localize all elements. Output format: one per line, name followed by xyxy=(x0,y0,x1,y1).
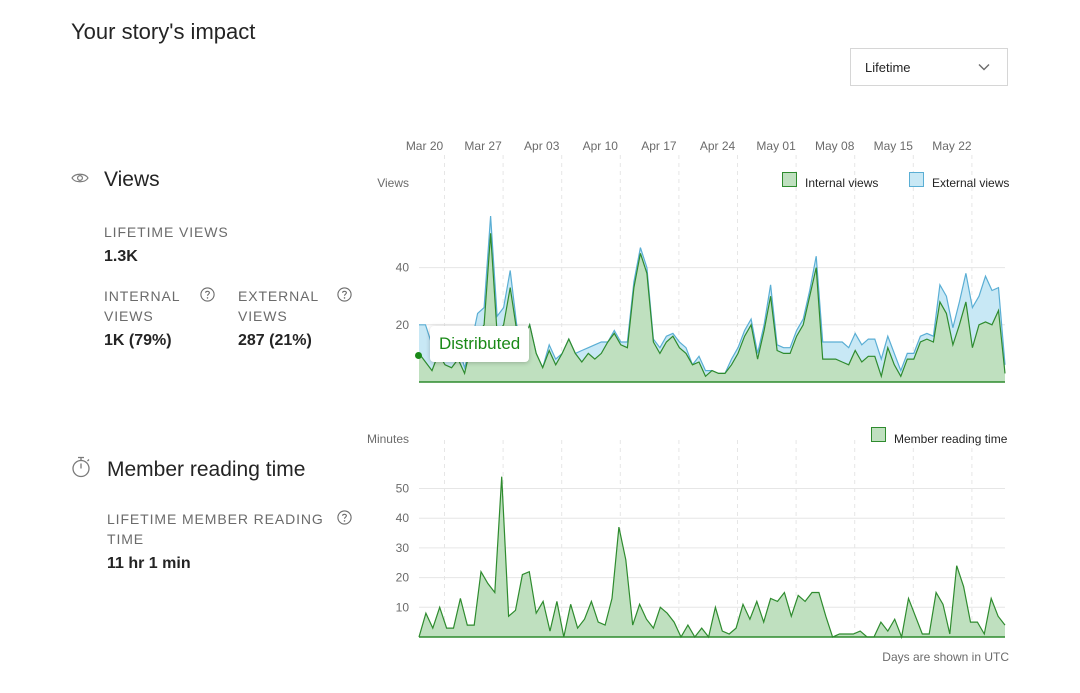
reading-y-tick-label: 20 xyxy=(396,571,410,585)
lifetime-reading-time-label: LIFETIME MEMBER READING TIME xyxy=(107,509,324,549)
reading-y-tick-label: 50 xyxy=(396,482,410,496)
x-tick-label: May 01 xyxy=(756,139,796,153)
x-tick-label: May 22 xyxy=(932,139,972,153)
legend-reading-label: Member reading time xyxy=(894,432,1008,446)
reading-y-tick-label: 40 xyxy=(396,511,410,525)
distributed-annotation: Distributed xyxy=(430,326,530,362)
internal-views-label: INTERNAL VIEWS xyxy=(104,286,180,326)
external-views-help-icon[interactable] xyxy=(337,287,352,307)
views-y-tick-label: 20 xyxy=(396,318,410,332)
external-views-label-line2: VIEWS xyxy=(238,308,288,324)
internal-views-label-line1: INTERNAL xyxy=(104,288,181,304)
views-heading: Views xyxy=(71,168,160,192)
reading-y-tick-label: 10 xyxy=(396,600,410,614)
views-title: Views xyxy=(104,168,160,191)
stopwatch-icon xyxy=(71,456,107,483)
external-views-label-line1: EXTERNAL xyxy=(238,288,320,304)
legend-reading-swatch xyxy=(871,427,886,442)
timezone-footnote: Days are shown in UTC xyxy=(882,650,1009,664)
reading-time-area xyxy=(419,476,1005,637)
legend-external-swatch xyxy=(909,172,924,187)
lifetime-views-value: 1.3K xyxy=(104,248,138,265)
reading-time-title: Member reading time xyxy=(107,457,306,481)
x-tick-label: Apr 17 xyxy=(641,139,677,153)
legend-internal-label: Internal views xyxy=(805,176,878,190)
internal-views-help-icon[interactable] xyxy=(200,287,215,307)
time-range-select[interactable]: Lifetime xyxy=(850,48,1008,86)
x-tick-label: Mar 20 xyxy=(406,139,444,153)
x-tick-label: Mar 27 xyxy=(464,139,502,153)
legend-external-label: External views xyxy=(932,176,1009,190)
reading-time-help-icon[interactable] xyxy=(337,510,352,530)
lifetime-reading-time-label-line2: TIME xyxy=(107,531,145,547)
x-tick-label: Apr 10 xyxy=(583,139,619,153)
chevron-down-icon xyxy=(977,60,991,77)
x-tick-label: Apr 24 xyxy=(700,139,736,153)
external-views-label: EXTERNAL VIEWS xyxy=(238,286,319,326)
views-y-tick-label: 40 xyxy=(396,261,410,275)
lifetime-reading-time-value: 11 hr 1 min xyxy=(107,555,191,572)
reading-y-tick-label: 30 xyxy=(396,541,410,555)
x-tick-label: May 08 xyxy=(815,139,855,153)
internal-views-value: 1K (79%) xyxy=(104,332,172,349)
legend-internal-swatch xyxy=(782,172,797,187)
internal-views-label-line2: VIEWS xyxy=(104,308,154,324)
reading-time-heading: Member reading time xyxy=(71,456,305,483)
views-y-axis-title: Views xyxy=(377,176,409,190)
time-range-value: Lifetime xyxy=(865,59,911,75)
external-views-value: 287 (21%) xyxy=(238,332,312,349)
page-title: Your story's impact xyxy=(71,19,256,44)
distributed-marker xyxy=(415,352,422,359)
reading-y-axis-title: Minutes xyxy=(367,432,409,446)
reading-time-line xyxy=(418,476,1006,640)
x-tick-label: Apr 03 xyxy=(524,139,560,153)
lifetime-reading-time-label-line1: LIFETIME MEMBER READING xyxy=(107,511,324,527)
eye-icon xyxy=(71,171,104,190)
x-tick-label: May 15 xyxy=(874,139,914,153)
lifetime-views-label: LIFETIME VIEWS xyxy=(104,224,229,240)
